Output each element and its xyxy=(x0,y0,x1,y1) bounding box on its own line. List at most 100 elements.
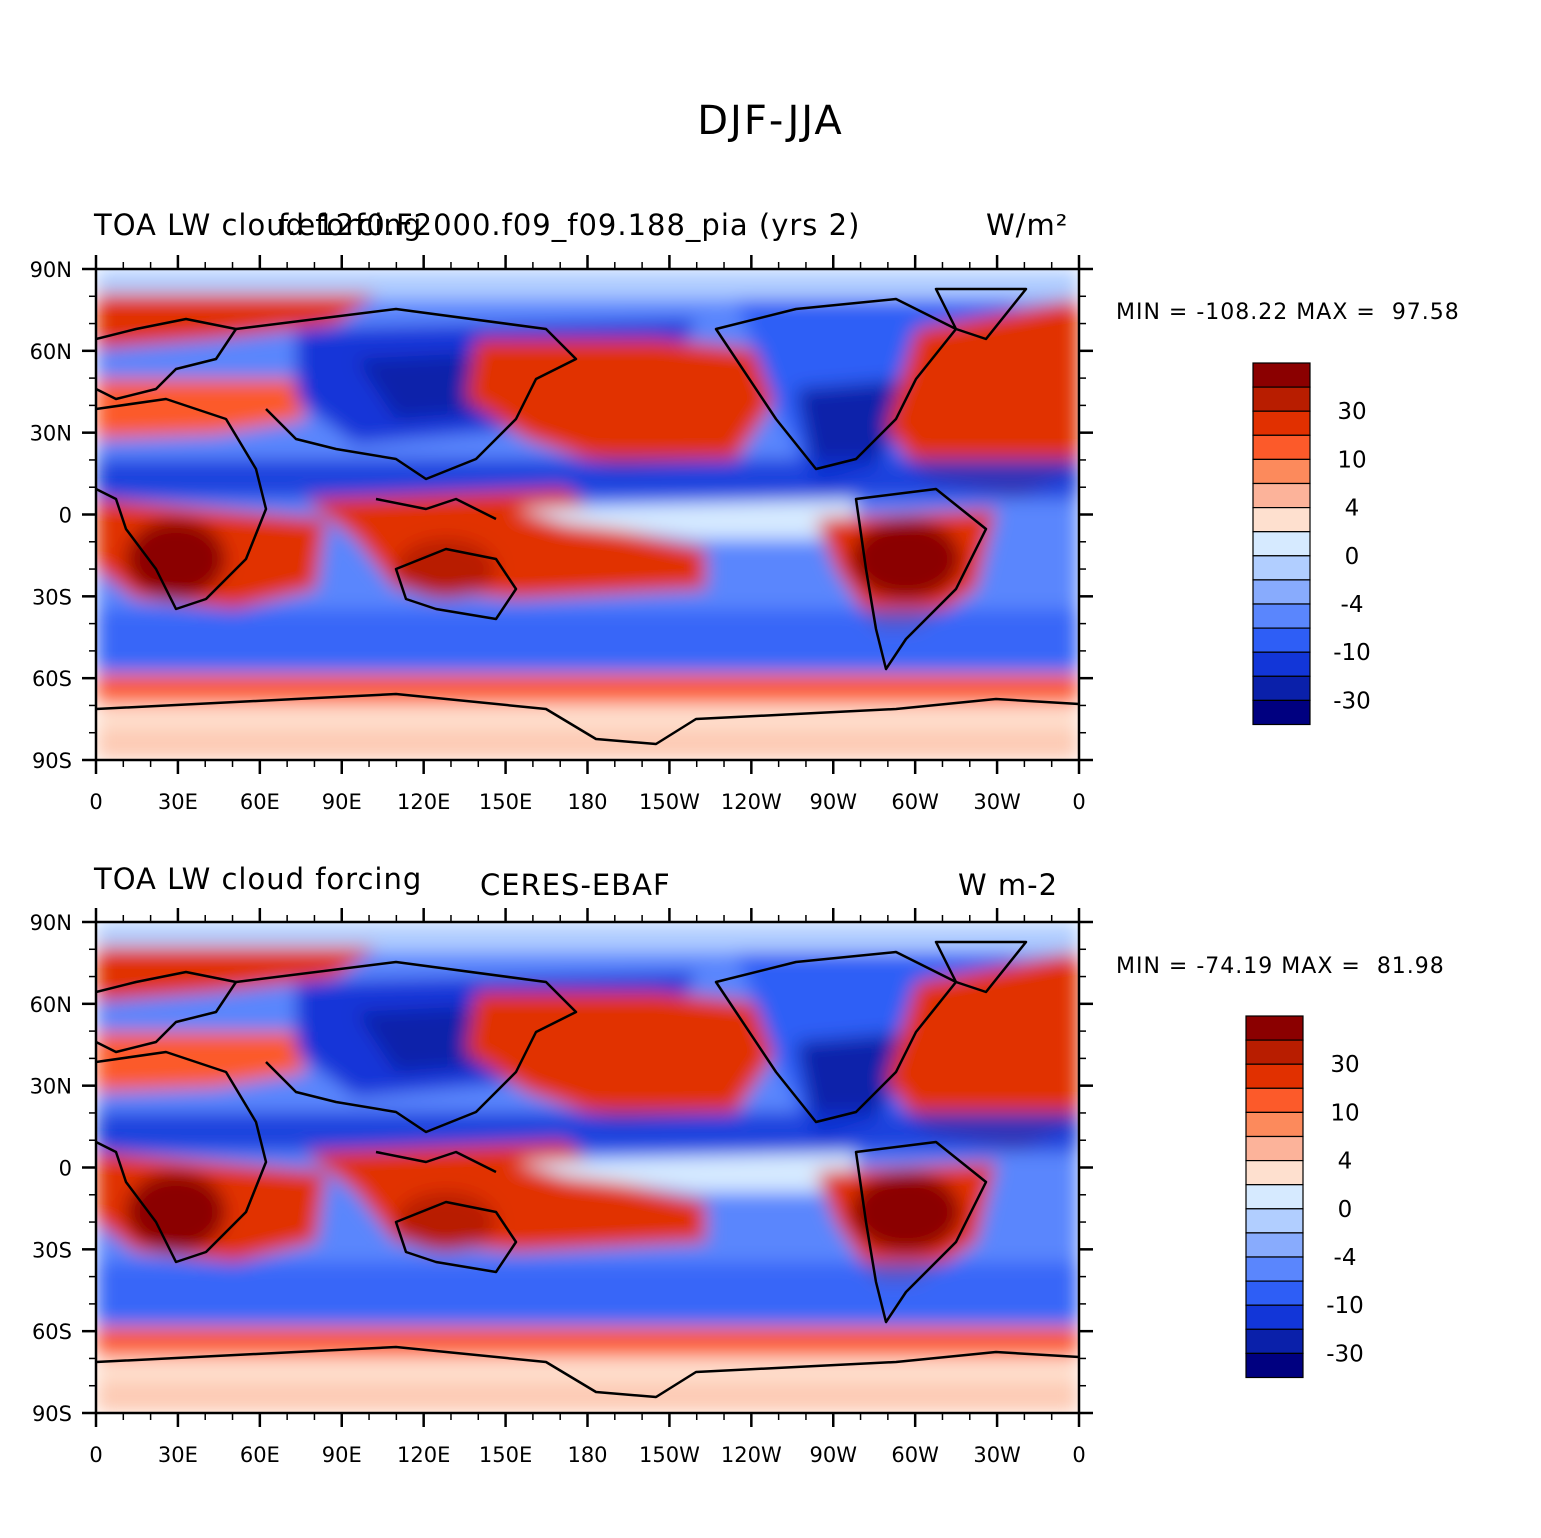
panel2-min-value: -74.19 xyxy=(1196,954,1274,979)
lon-tick-label: 0 xyxy=(1072,1443,1085,1467)
lon-tick-label: 0 xyxy=(89,1443,102,1467)
lon-tick-label: 60E xyxy=(240,790,280,814)
lat-tick-label: 0 xyxy=(59,504,72,528)
colorbar-swatch xyxy=(1252,386,1311,412)
colorbar-swatch xyxy=(1252,531,1311,557)
lon-tick-label: 30E xyxy=(158,1443,198,1467)
colorbar-swatch xyxy=(1245,1039,1304,1065)
colorbar-swatch xyxy=(1245,1015,1304,1041)
colorbar-swatch xyxy=(1252,458,1311,485)
lat-tick-label: 60N xyxy=(30,340,72,364)
colorbar-swatch xyxy=(1245,1232,1304,1258)
lon-tick-label: 60W xyxy=(891,1443,939,1467)
colorbar-label: 0 xyxy=(1345,544,1360,570)
colorbar-label: 30 xyxy=(1330,1052,1359,1078)
lat-tick-label: 0 xyxy=(59,1157,72,1181)
lat-tick-label: 30N xyxy=(30,1075,72,1099)
lon-tick-label: 0 xyxy=(89,790,102,814)
panel2-max-value: 81.98 xyxy=(1376,954,1445,979)
colorbar-layer: 30 10 4 0 -4 -10 -30 30 10 4 0 -4 -10 -30 xyxy=(1245,362,1371,1379)
colorbar-label: 30 xyxy=(1337,399,1366,425)
panel2-stats: MIN = -74.19 MAX = 81.98 xyxy=(1116,954,1445,979)
colorbar-swatch xyxy=(1245,1280,1304,1306)
colorbar-swatch xyxy=(1252,434,1311,460)
lon-tick-label: 150E xyxy=(479,1443,532,1467)
lon-tick-label: 180 xyxy=(567,790,607,814)
colorbar-label: -30 xyxy=(1326,1341,1364,1367)
colorbar-label: -10 xyxy=(1326,1293,1364,1319)
lon-tick-label: 90W xyxy=(810,790,858,814)
panel2-colorbar: 30 10 4 0 -4 -10 -30 xyxy=(1245,1015,1364,1379)
lon-tick-label: 150E xyxy=(479,790,532,814)
colorbar-swatch xyxy=(1252,410,1311,436)
panel2-center-title: CERES-EBAF xyxy=(480,868,671,902)
colorbar-swatch xyxy=(1252,603,1311,629)
colorbar-swatch xyxy=(1252,579,1311,605)
panel1-max-label: MAX = xyxy=(1296,300,1376,325)
colorbar-label: 4 xyxy=(1338,1149,1353,1175)
colorbar-swatch xyxy=(1252,675,1311,701)
colorbar-swatch xyxy=(1245,1208,1304,1234)
lon-tick-label: 180 xyxy=(567,1443,607,1467)
colorbar-swatch xyxy=(1245,1304,1304,1330)
colorbar-swatch xyxy=(1245,1159,1304,1186)
figure-title: DJF-JJA xyxy=(697,98,844,144)
lat-tick-label: 90N xyxy=(30,258,72,282)
panel1-colorbar: 30 10 4 0 -4 -10 -30 xyxy=(1252,362,1371,726)
colorbar-swatch xyxy=(1245,1063,1304,1089)
lon-tick-label: 120W xyxy=(721,790,782,814)
lon-tick-label: 90E xyxy=(322,790,362,814)
colorbar-label: -10 xyxy=(1333,640,1371,666)
colorbar-swatch xyxy=(1252,482,1311,509)
panel1-left-title: TOA LW cloud forcing xyxy=(94,208,423,242)
panel2-min-label: MIN = xyxy=(1116,954,1189,979)
colorbar-swatch xyxy=(1252,507,1311,533)
lat-tick-label: 60N xyxy=(30,993,72,1017)
panel2-units: W m-2 xyxy=(958,868,1059,902)
lat-tick-label: 90N xyxy=(30,911,72,935)
lon-tick-label: 150W xyxy=(639,790,700,814)
colorbar-swatch xyxy=(1245,1256,1304,1282)
panel1-map xyxy=(94,267,1081,762)
colorbar-swatch xyxy=(1252,627,1311,653)
lon-tick-label: 90W xyxy=(810,1443,858,1467)
lon-tick-label: 30W xyxy=(973,1443,1021,1467)
colorbar-swatch xyxy=(1252,555,1311,581)
lat-tick-label: 60S xyxy=(32,1320,72,1344)
panel1-min-label: MIN = xyxy=(1116,300,1189,325)
lon-tick-label: 120E xyxy=(397,790,450,814)
colorbar-label: 10 xyxy=(1337,447,1366,473)
lat-tick-label: 90S xyxy=(32,1402,72,1426)
colorbar-label: -30 xyxy=(1333,688,1371,714)
colorbar-swatch xyxy=(1245,1087,1304,1114)
lon-tick-label: 60W xyxy=(891,790,939,814)
lon-tick-label: 120E xyxy=(397,1443,450,1467)
colorbar-swatch xyxy=(1245,1111,1304,1138)
colorbar-swatch xyxy=(1245,1135,1304,1162)
colorbar-label: 0 xyxy=(1338,1197,1353,1223)
lat-tick-label: 30S xyxy=(32,585,72,609)
lat-tick-label: 90S xyxy=(32,749,72,773)
lon-tick-label: 150W xyxy=(639,1443,700,1467)
panel1-min-value: -108.22 xyxy=(1196,300,1289,325)
lon-tick-label: 30E xyxy=(158,790,198,814)
lon-tick-label: 60E xyxy=(240,1443,280,1467)
lon-tick-label: 120W xyxy=(721,1443,782,1467)
lat-tick-label: 30N xyxy=(30,422,72,446)
colorbar-swatch xyxy=(1252,362,1311,388)
panel2-map xyxy=(94,920,1081,1415)
panel2-max-label: MAX = xyxy=(1281,954,1361,979)
colorbar-swatch xyxy=(1252,699,1311,726)
colorbar-swatch xyxy=(1252,651,1311,677)
colorbar-label: -4 xyxy=(1334,1245,1357,1271)
panel2-left-title: TOA LW cloud forcing xyxy=(94,862,423,896)
panel1-center-title: f.e12f0.F2000.f09_f09.188_pia (yrs 2) xyxy=(278,208,861,242)
colorbar-swatch xyxy=(1245,1184,1304,1210)
panel2-axes: 90N 60N 30N 0 30S 60S 90S 0 30E 60E 90E 120E 150E 180… xyxy=(30,908,1093,1467)
lat-tick-label: 30S xyxy=(32,1238,72,1262)
panel1-stats: MIN = -108.22 MAX = 97.58 xyxy=(1116,300,1460,325)
panel1-axes: 90N 60N 30N 0 30S 60S 90S 0 30E 60E 90E 120E 150E 180… xyxy=(30,255,1093,814)
lat-tick-label: 60S xyxy=(32,667,72,691)
panel1-max-value: 97.58 xyxy=(1391,300,1460,325)
